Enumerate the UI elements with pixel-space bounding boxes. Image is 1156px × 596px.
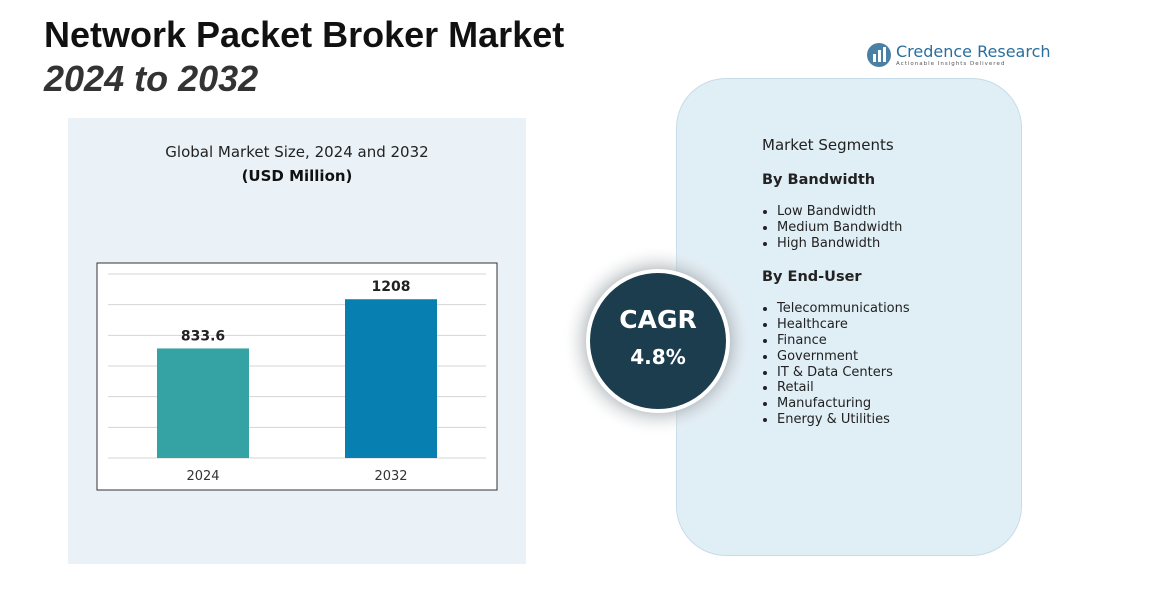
bar bbox=[157, 348, 249, 458]
segment-list: Low BandwidthMedium BandwidthHigh Bandwi… bbox=[762, 204, 1012, 251]
segment-item: Telecommunications bbox=[777, 301, 1012, 317]
segment-item: High Bandwidth bbox=[777, 236, 1012, 252]
logo-name: Credence Research bbox=[896, 42, 1051, 61]
group-heading: By End-User bbox=[762, 269, 862, 286]
chart-title: Global Market Size, 2024 and 2032 bbox=[165, 143, 428, 161]
segment-item: Low Bandwidth bbox=[777, 204, 1012, 220]
segment-list: TelecommunicationsHealthcareFinanceGover… bbox=[762, 301, 1012, 427]
segment-item: IT & Data Centers bbox=[777, 365, 1012, 381]
segments-panel bbox=[676, 78, 1022, 556]
x-tick-label: 2024 bbox=[186, 469, 219, 484]
cagr-value: 4.8% bbox=[630, 345, 685, 369]
bar bbox=[345, 299, 437, 458]
segment-item: Energy & Utilities bbox=[777, 412, 1012, 428]
bar-value-label: 1208 bbox=[372, 279, 411, 295]
segment-item: Healthcare bbox=[777, 317, 1012, 333]
segment-item: Medium Bandwidth bbox=[777, 220, 1012, 236]
logo-icon bbox=[867, 43, 891, 67]
segment-item: Finance bbox=[777, 333, 1012, 349]
segment-item: Manufacturing bbox=[777, 396, 1012, 412]
cagr-badge: CAGR 4.8% bbox=[562, 245, 754, 437]
chart-subtitle: (USD Million) bbox=[242, 167, 353, 185]
group-heading: By Bandwidth bbox=[762, 172, 876, 188]
segments-title: Market Segments bbox=[762, 136, 894, 154]
cagr-label: CAGR bbox=[619, 305, 696, 334]
segment-item: Government bbox=[777, 349, 1012, 365]
x-tick-label: 2032 bbox=[374, 469, 407, 484]
title: Network Packet Broker Market bbox=[44, 14, 565, 55]
logo-tagline: Actionable Insights Delivered bbox=[896, 61, 1006, 67]
subtitle: 2024 to 2032 bbox=[44, 58, 259, 99]
segment-item: Retail bbox=[777, 380, 1012, 396]
segments: Market Segments By Bandwidth Low Bandwidt… bbox=[762, 136, 1012, 446]
bar-value-label: 833.6 bbox=[181, 328, 225, 344]
